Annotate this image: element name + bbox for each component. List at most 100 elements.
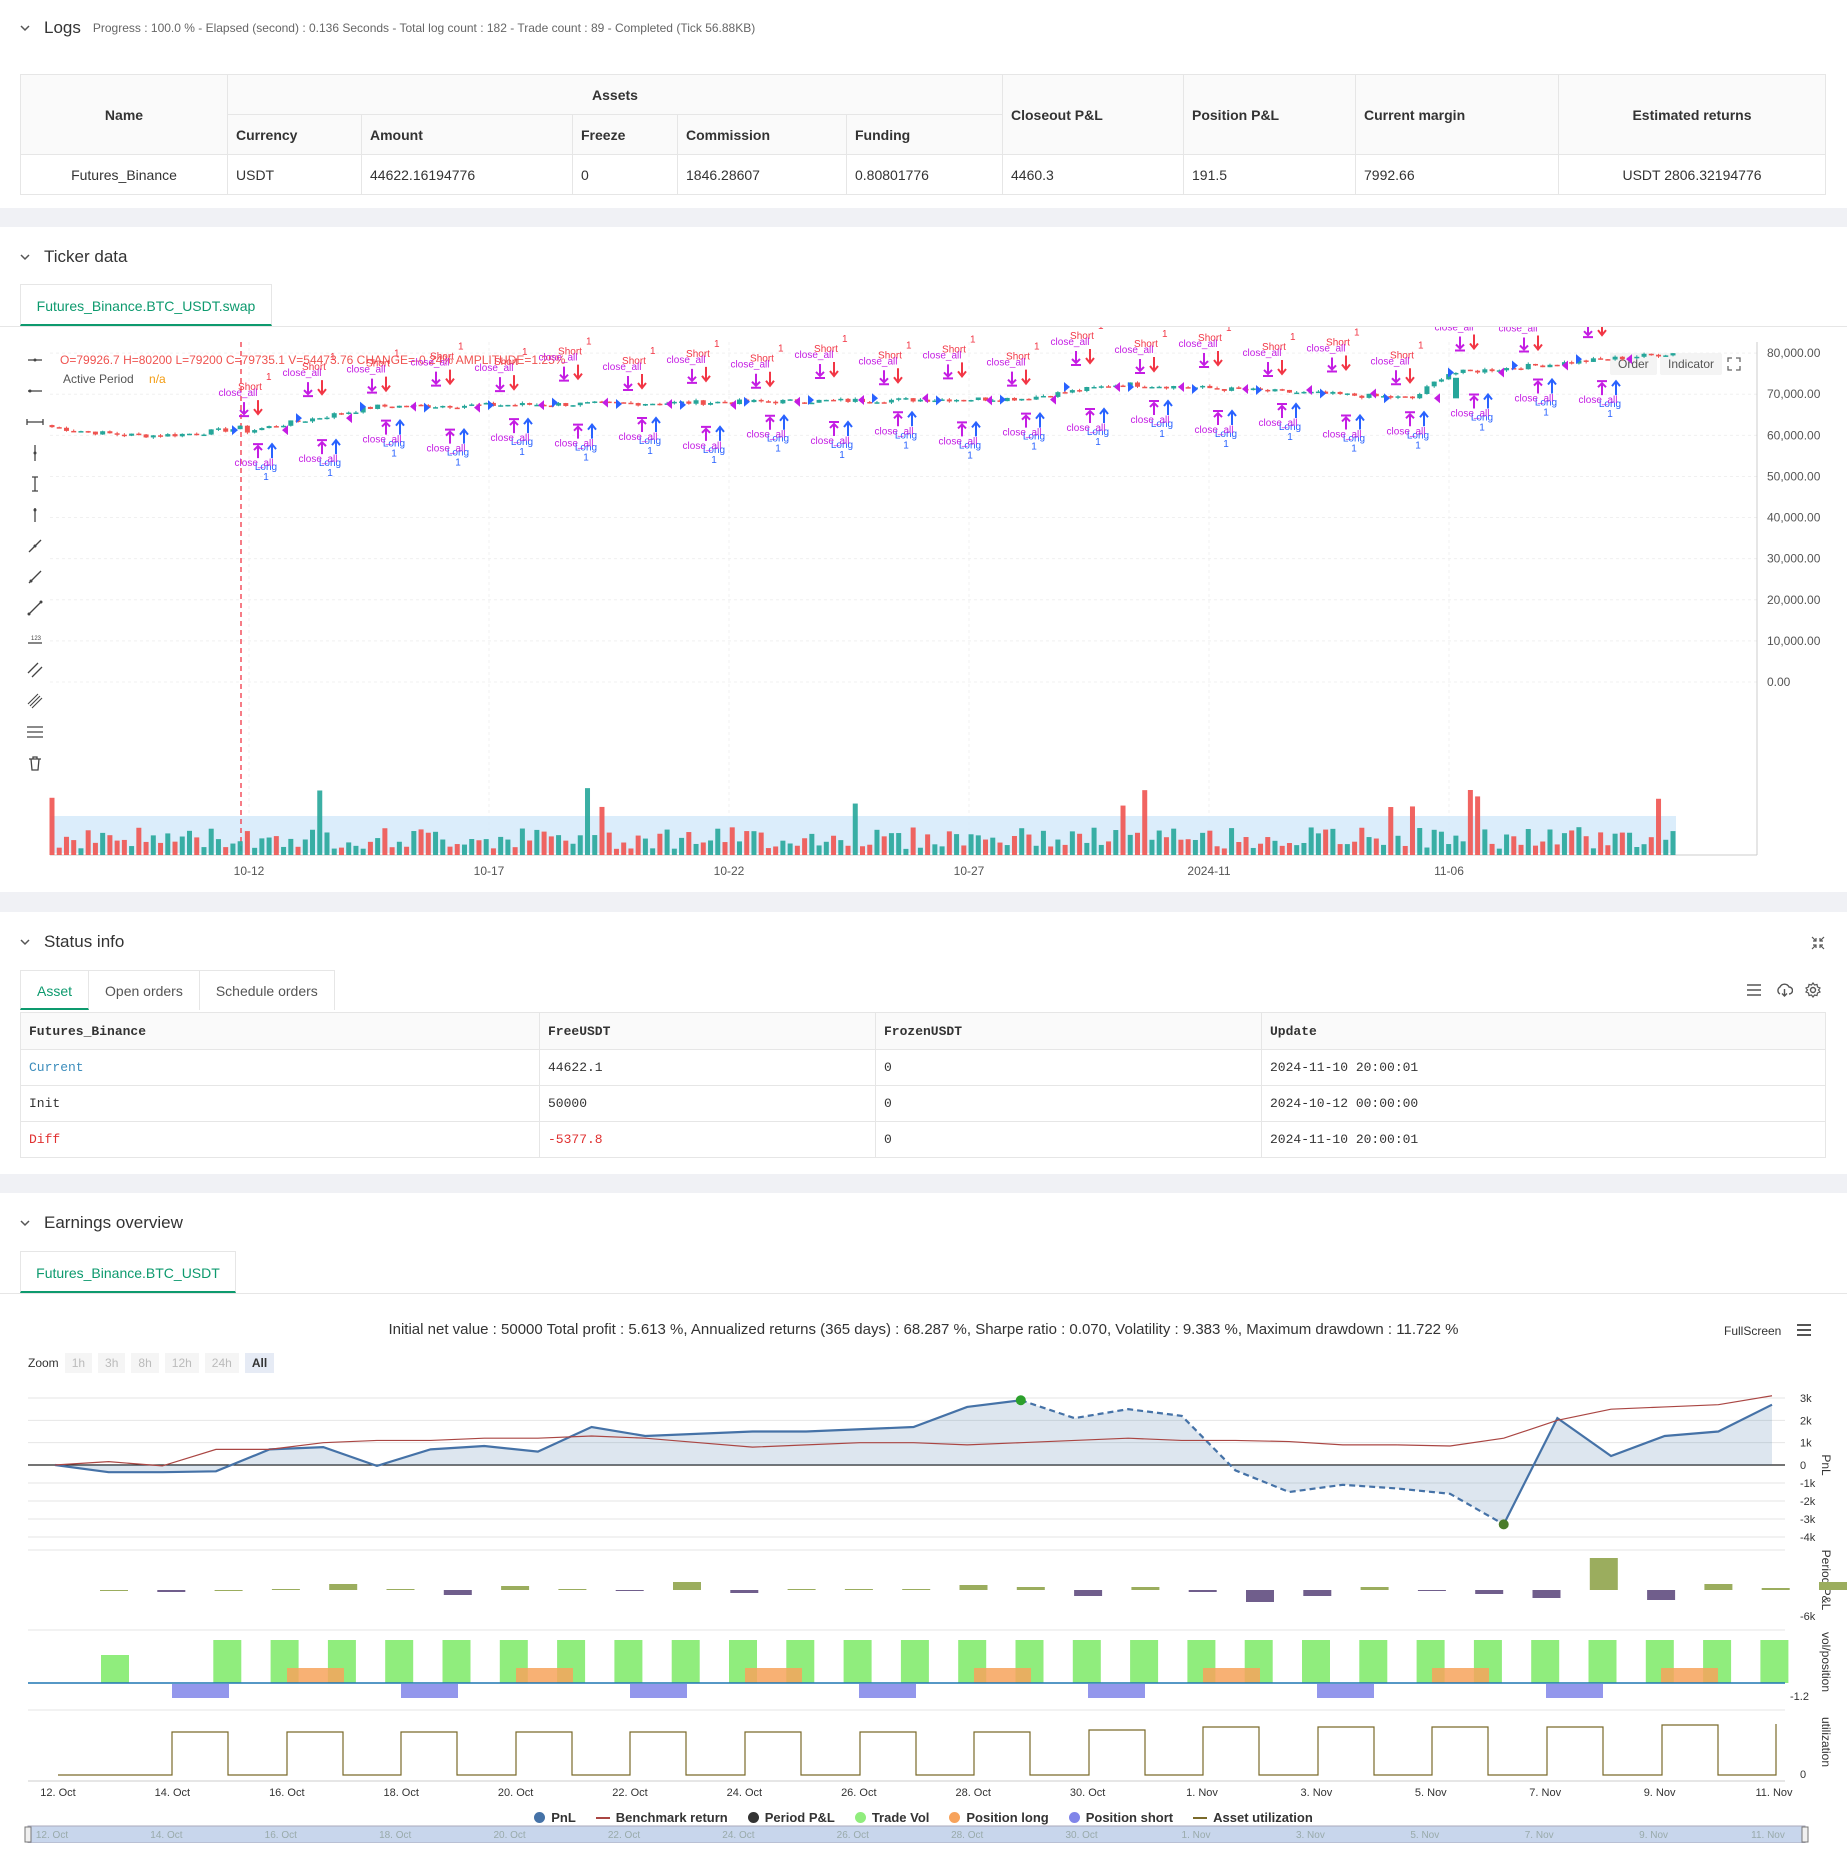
candle-body <box>932 400 938 403</box>
earnings-chart[interactable]: 3k 2k 1k 0 -1k -2k -3k -4k PnL Period P&L vol/posi… <box>0 1373 1847 1843</box>
tab-ticker-symbol[interactable]: Futures_Binance.BTC_USDT.swap <box>20 284 272 326</box>
long-arrow-icon <box>1547 377 1557 394</box>
collapse-icon[interactable] <box>1811 936 1825 950</box>
cell: 0 <box>875 1085 1262 1122</box>
zoom-3h[interactable]: 3h <box>98 1353 126 1373</box>
cell: 2024-11-10 20:00:01 <box>1261 1121 1826 1158</box>
volume-bar <box>910 827 916 855</box>
volume-bar <box>114 840 120 855</box>
horizontal-ray-icon[interactable] <box>26 382 44 400</box>
short-arrow-icon <box>509 375 519 391</box>
volume-bar <box>1127 834 1133 855</box>
zoom-24h[interactable]: 24h <box>204 1353 239 1373</box>
cloud-download-icon[interactable] <box>1776 982 1793 998</box>
zoom-8h[interactable]: 8h <box>131 1353 159 1373</box>
ray-line-icon[interactable] <box>26 568 44 586</box>
legend-item[interactable]: PnL <box>534 1810 576 1825</box>
candle-body <box>1200 385 1206 388</box>
short-label: Short <box>238 382 262 393</box>
settings-icon[interactable] <box>1805 982 1821 998</box>
extended-line-icon[interactable] <box>26 413 44 431</box>
parallel-channel-icon[interactable] <box>26 661 44 679</box>
volume-bar <box>570 843 576 855</box>
volume-bar <box>946 831 952 855</box>
volume-bar <box>505 839 511 855</box>
volume-bar <box>1569 830 1575 855</box>
close-arrow-icon <box>1135 358 1145 374</box>
col-update: Update <box>1261 1012 1826 1050</box>
legend-line-icon <box>1193 1816 1208 1819</box>
legend-item[interactable]: Period P&L <box>747 1810 835 1825</box>
candle-body <box>592 401 598 403</box>
short-marker: Short 1 <box>1390 340 1424 384</box>
legend-item[interactable]: Asset utilization <box>1193 1810 1313 1825</box>
close-label: close_all <box>539 353 578 364</box>
candle-body <box>382 404 388 407</box>
zoom-12h[interactable]: 12h <box>164 1353 199 1373</box>
long-arrow-icon <box>1355 413 1365 430</box>
menu-icon[interactable] <box>1796 1323 1812 1337</box>
fib-retracement-icon[interactable] <box>26 723 44 741</box>
volume-bar <box>1286 843 1292 855</box>
volume-bar <box>324 832 330 855</box>
zoom-1h[interactable]: 1h <box>64 1353 93 1373</box>
vertical-segment-icon[interactable] <box>26 475 44 493</box>
close-marker: close_all <box>1067 408 1105 434</box>
fullscreen-button[interactable]: FullScreen <box>1724 1324 1782 1338</box>
cell: USDT <box>227 154 362 195</box>
zoom-all[interactable]: All <box>244 1353 275 1373</box>
volume-bar <box>1301 842 1307 855</box>
tab-open-orders[interactable]: Open orders <box>89 970 200 1010</box>
volume-bar <box>599 806 605 855</box>
close-label: close_all <box>235 458 274 469</box>
earnings-header[interactable]: Earnings overview <box>20 1213 183 1233</box>
candle-body <box>505 404 511 407</box>
close-arrow-icon <box>1007 371 1017 387</box>
volume-bar <box>628 848 634 855</box>
status-header[interactable]: Status info <box>20 932 124 952</box>
close-arrow-icon <box>1071 351 1081 367</box>
candlestick-chart[interactable]: 90,000.0080,000.0070,000.0060,000.0050,0… <box>0 327 1847 892</box>
volume-bar <box>201 847 207 855</box>
tab-earnings-symbol[interactable]: Futures_Binance.BTC_USDT <box>20 1251 236 1293</box>
pitchfork-icon[interactable] <box>26 692 44 710</box>
legend-item[interactable]: Benchmark return <box>595 1810 728 1825</box>
tab-asset[interactable]: Asset <box>20 970 90 1010</box>
period-pnl-bar <box>844 1589 873 1590</box>
tab-schedule-orders[interactable]: Schedule orders <box>199 970 335 1010</box>
navigator-tick-label: 24. Oct <box>722 1830 754 1841</box>
legend-item[interactable]: Position long <box>949 1810 1049 1825</box>
logs-header[interactable]: Logs Progress : 100.0 % - Elapsed (secon… <box>20 18 755 38</box>
ticker-header[interactable]: Ticker data <box>20 247 127 267</box>
volume-bar <box>1612 833 1618 855</box>
period-pnl-bar <box>1131 1587 1160 1590</box>
list-icon[interactable] <box>1746 982 1762 998</box>
chevron-down-icon[interactable] <box>20 252 30 262</box>
candle-body <box>708 403 714 405</box>
legend-item[interactable]: Trade Vol <box>854 1810 929 1825</box>
legend-item[interactable]: Position short <box>1068 1810 1173 1825</box>
short-arrow-icon <box>1021 369 1031 386</box>
ohlc-volume: V=54473.76 <box>288 353 354 367</box>
candle-body <box>845 398 851 402</box>
chevron-down-icon[interactable] <box>20 937 30 947</box>
candle-body <box>107 431 113 434</box>
trash-icon[interactable] <box>26 754 44 772</box>
volume-bar <box>143 841 149 855</box>
price-label-icon[interactable]: 123 <box>26 630 44 648</box>
price-tick-label: 0.00 <box>1767 675 1791 689</box>
vertical-ray-icon[interactable] <box>26 506 44 524</box>
chevron-down-icon[interactable] <box>20 23 30 33</box>
chevron-down-icon[interactable] <box>20 1218 30 1228</box>
segment-line-icon[interactable] <box>26 599 44 617</box>
close-label: close_all <box>1115 345 1154 356</box>
trend-line-icon[interactable] <box>26 537 44 555</box>
fullscreen-icon[interactable] <box>1727 357 1741 371</box>
horizontal-line-icon[interactable] <box>26 351 44 369</box>
legend-dot-icon <box>949 1812 961 1823</box>
short-label: Short <box>750 354 774 365</box>
indicator-button[interactable]: Indicator <box>1660 353 1723 375</box>
volume-bar <box>997 842 1003 855</box>
vertical-line-icon[interactable] <box>26 444 44 462</box>
close-marker: close_all <box>1003 412 1041 439</box>
